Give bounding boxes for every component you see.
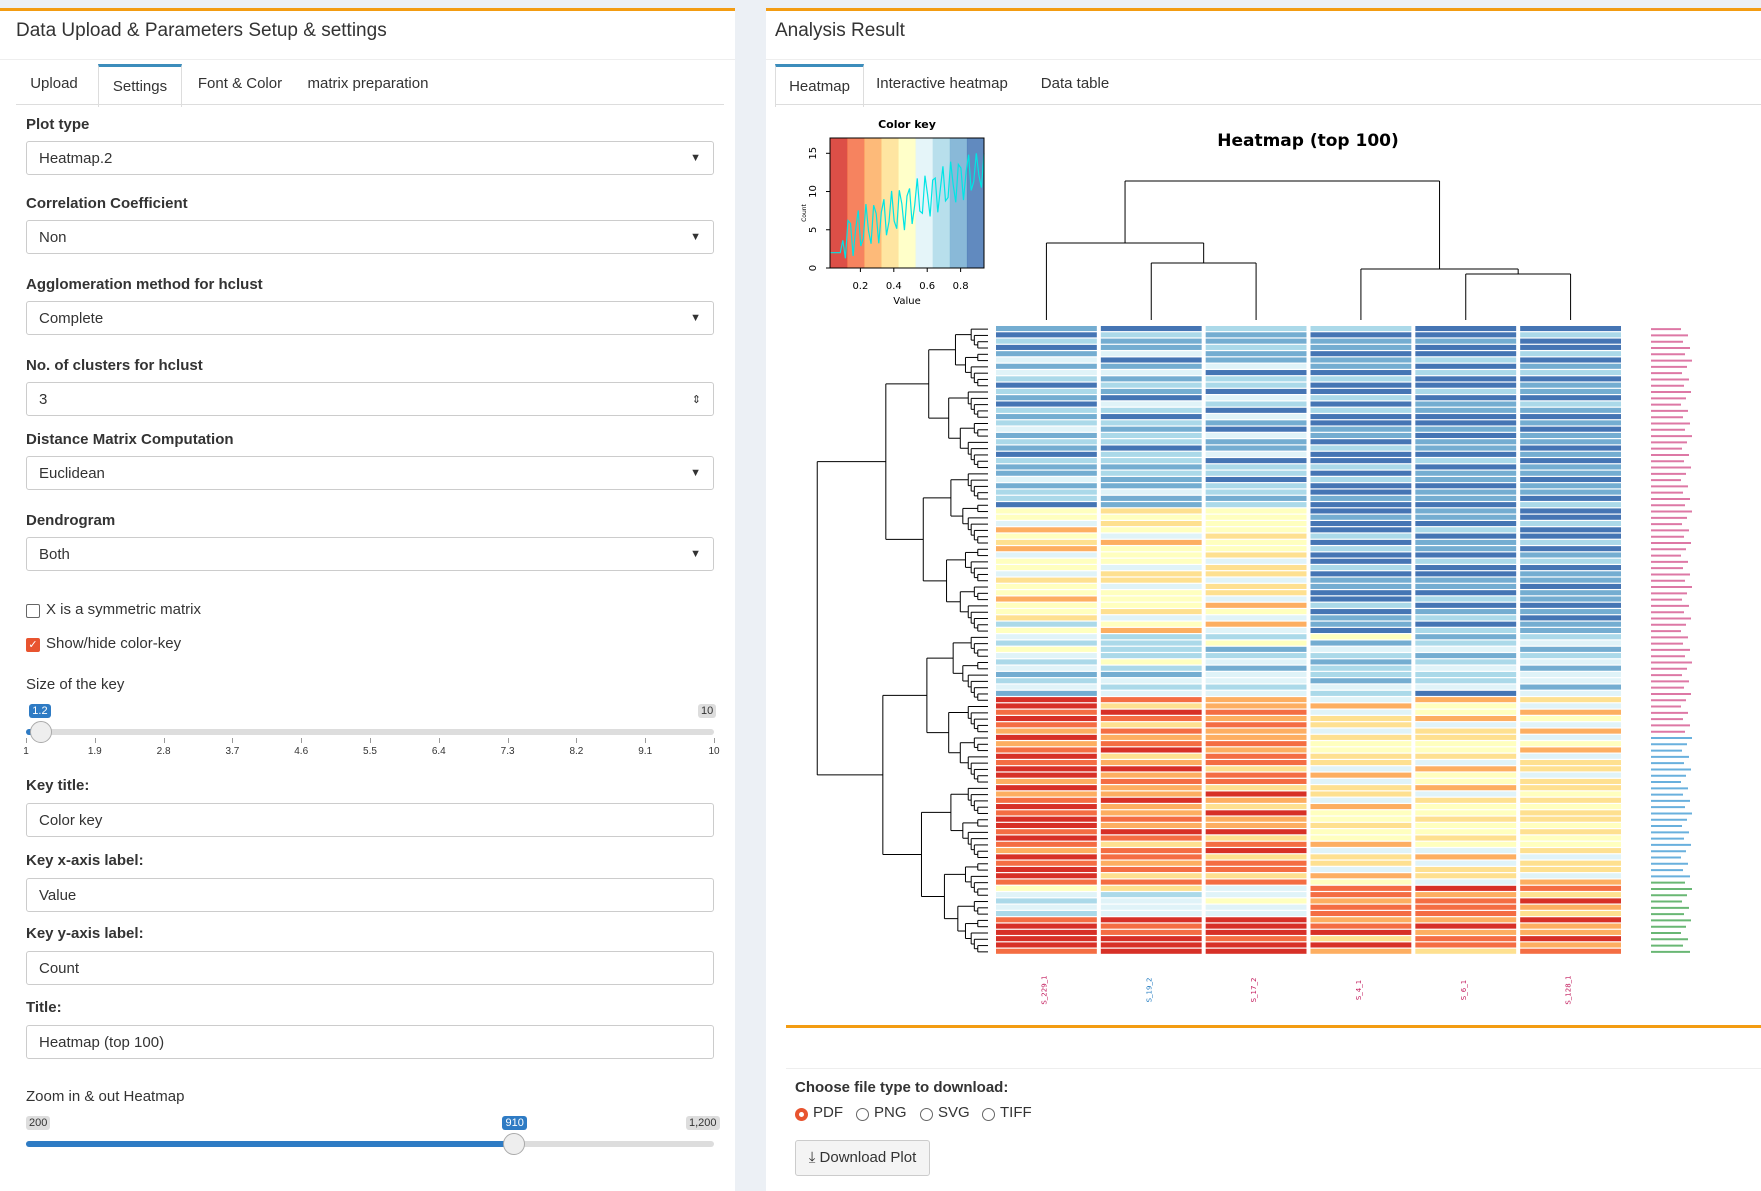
slider-tick bbox=[26, 738, 27, 743]
tab[interactable]: Heatmap bbox=[775, 64, 864, 107]
field-label: Agglomeration method for hclust bbox=[26, 276, 263, 293]
select[interactable]: Non ▼ bbox=[26, 220, 714, 254]
slider-tick bbox=[645, 738, 647, 743]
select-value: Heatmap.2 bbox=[39, 149, 113, 167]
text-input[interactable]: Count bbox=[26, 951, 714, 985]
slider-tick-label: 4.6 bbox=[294, 746, 309, 757]
slider-tick-label: 1.9 bbox=[87, 746, 102, 757]
slider-tick-label: 6.4 bbox=[431, 746, 446, 757]
slider-tick-label: 9.1 bbox=[638, 746, 653, 757]
field-label: Key y-axis label: bbox=[26, 925, 144, 942]
select-value: Non bbox=[39, 228, 67, 246]
select[interactable]: Euclidean ▼ bbox=[26, 456, 714, 490]
radio[interactable] bbox=[856, 1108, 869, 1121]
select-value: Both bbox=[39, 545, 70, 563]
slider-value: 910 bbox=[502, 1116, 527, 1130]
field-label: Title: bbox=[26, 999, 62, 1016]
checkbox[interactable] bbox=[26, 604, 40, 618]
field-label: Plot type bbox=[26, 116, 90, 133]
input-value: Heatmap (top 100) bbox=[39, 1033, 165, 1051]
left-panel: Data Upload & Parameters Setup & setting… bbox=[0, 8, 735, 1191]
button-label: Download Plot bbox=[819, 1149, 917, 1166]
radio[interactable] bbox=[982, 1108, 995, 1121]
download-label: Choose file type to download: bbox=[795, 1079, 1009, 1096]
slider-tick-label: 5.5 bbox=[363, 746, 377, 757]
radio-label: TIFF bbox=[1000, 1104, 1032, 1121]
select-value: Complete bbox=[39, 309, 104, 327]
slider-tick-label: 1 bbox=[23, 746, 29, 757]
slider-value: 1.2 bbox=[29, 704, 51, 718]
slider-tick bbox=[232, 738, 234, 743]
panel-title: Analysis Result bbox=[775, 20, 905, 41]
tab[interactable]: matrix preparation bbox=[307, 75, 429, 92]
slider-tick-label: 3.7 bbox=[225, 746, 240, 757]
separator bbox=[786, 1068, 1761, 1069]
text-input[interactable]: Value bbox=[26, 878, 714, 912]
input-value: Color key bbox=[39, 811, 103, 829]
slider-tick-label: 2.8 bbox=[156, 746, 171, 757]
field-label: No. of clusters for hclust bbox=[26, 357, 203, 374]
text-input[interactable]: Color key bbox=[26, 803, 714, 837]
tab[interactable]: Upload bbox=[30, 75, 78, 92]
slider-tick bbox=[714, 738, 715, 743]
input-value: Value bbox=[39, 886, 77, 904]
select[interactable]: Heatmap.2 ▼ bbox=[26, 141, 714, 175]
slider-max: 10 bbox=[698, 704, 717, 718]
input-value: Count bbox=[39, 959, 80, 977]
radio[interactable] bbox=[795, 1108, 808, 1121]
tab-line bbox=[775, 104, 1761, 105]
tab[interactable]: Font & Color bbox=[197, 75, 283, 92]
checkbox[interactable]: ✓ bbox=[26, 638, 40, 652]
select-value: Euclidean bbox=[39, 464, 105, 482]
select[interactable]: Both ▼ bbox=[26, 537, 714, 571]
slider-tick-label: 8.2 bbox=[569, 746, 584, 757]
slider-handle[interactable] bbox=[30, 721, 53, 743]
separator bbox=[786, 1025, 1761, 1028]
select[interactable]: 3 ⇕ bbox=[26, 382, 714, 416]
panel-title: Data Upload & Parameters Setup & setting… bbox=[16, 20, 387, 41]
tab-line bbox=[16, 104, 724, 105]
slider-tick-label: 10 bbox=[708, 746, 720, 757]
tab[interactable]: Data table bbox=[1040, 75, 1110, 92]
slider-tick bbox=[576, 738, 578, 743]
field-label: Dendrogram bbox=[26, 512, 116, 529]
slider-tick bbox=[370, 738, 371, 743]
slider-track bbox=[26, 729, 714, 735]
field-label: Distance Matrix Computation bbox=[26, 431, 234, 448]
slider-handle[interactable] bbox=[503, 1133, 526, 1155]
field-label: Key title: bbox=[26, 777, 90, 794]
radio[interactable] bbox=[920, 1108, 933, 1121]
slider-tick bbox=[438, 738, 440, 743]
slider-tick bbox=[163, 738, 165, 743]
radio-label: PNG bbox=[874, 1104, 907, 1121]
select-value: 3 bbox=[39, 390, 48, 408]
slider-tick-label: 7.3 bbox=[500, 746, 515, 757]
radio-label: SVG bbox=[938, 1104, 970, 1121]
select[interactable]: Complete ▼ bbox=[26, 301, 714, 335]
slider-min: 200 bbox=[26, 1116, 51, 1130]
slider-label: Zoom in & out Heatmap bbox=[26, 1088, 185, 1105]
right-panel: Analysis Result bbox=[766, 8, 1761, 1191]
slider-tick bbox=[94, 738, 96, 743]
text-input[interactable]: Heatmap (top 100) bbox=[26, 1025, 714, 1059]
download-button[interactable]: ⤓ Download Plot bbox=[795, 1140, 930, 1176]
slider-tick bbox=[507, 738, 509, 743]
radio-label: PDF bbox=[813, 1104, 843, 1121]
checkbox-label: Show/hide color-key bbox=[46, 635, 182, 652]
tab[interactable]: Interactive heatmap bbox=[876, 75, 1008, 92]
checkbox-label: X is a symmetric matrix bbox=[46, 601, 202, 618]
tab[interactable]: Settings bbox=[98, 64, 182, 107]
slider-label: Size of the key bbox=[26, 676, 125, 693]
slider-tick bbox=[301, 738, 303, 743]
slider-fill bbox=[26, 1141, 515, 1147]
field-label: Key x-axis label: bbox=[26, 852, 144, 869]
slider-max: 1,200 bbox=[686, 1116, 720, 1130]
field-label: Correlation Coefficient bbox=[26, 195, 188, 212]
